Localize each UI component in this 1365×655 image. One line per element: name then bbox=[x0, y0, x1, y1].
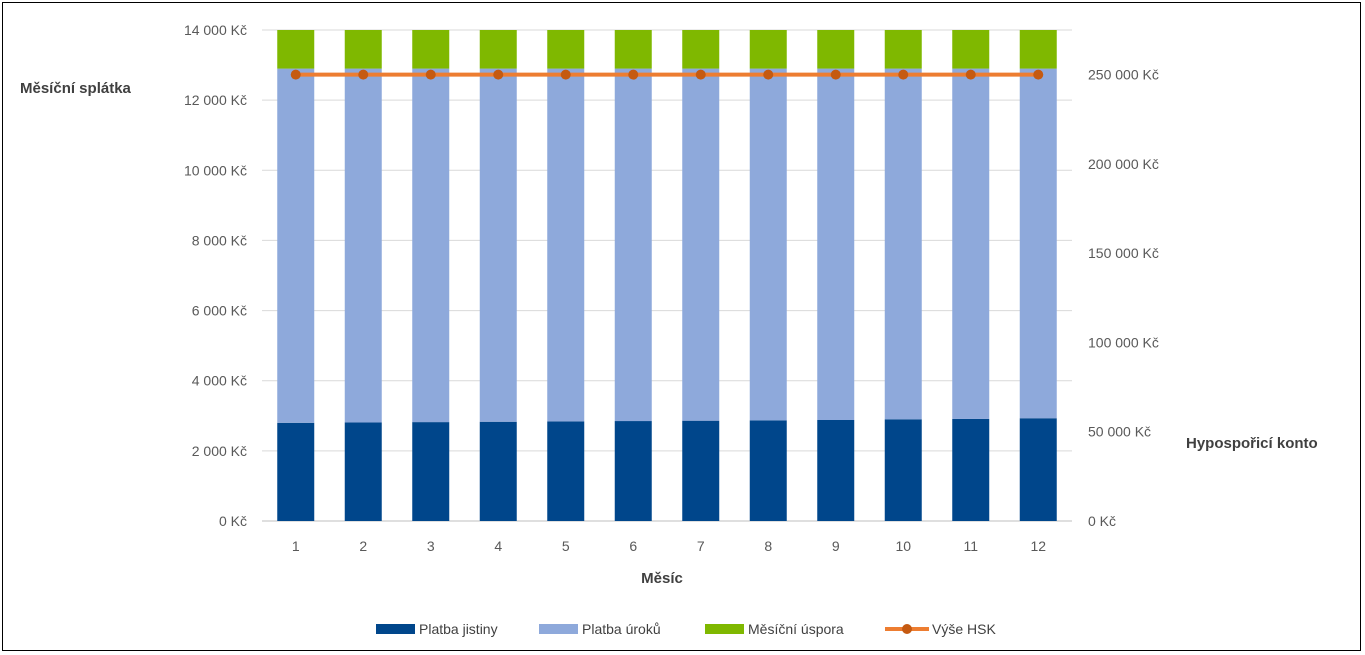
line-point bbox=[965, 69, 976, 80]
bar-segment-uroky bbox=[817, 68, 855, 420]
bar-segment-uspora bbox=[952, 30, 990, 69]
y-tick-label: 8 000 Kč bbox=[192, 232, 247, 248]
line-point bbox=[898, 69, 909, 80]
bar-segment-jistina bbox=[749, 420, 787, 521]
left-axis-ticks: 0 Kč 2 000 Kč 4 000 Kč 6 000 Kč 8 000 Kč 10 0… bbox=[184, 22, 247, 529]
y2-tick-label: 200 000 Kč bbox=[1088, 156, 1159, 172]
line-point bbox=[560, 69, 571, 80]
legend-label-platba-uroku: Platba úroků bbox=[582, 621, 661, 637]
y2-tick-label: 100 000 Kč bbox=[1088, 334, 1159, 350]
bar-segment-jistina bbox=[682, 420, 720, 521]
y-tick-label: 14 000 Kč bbox=[184, 22, 247, 38]
bar-segment-jistina bbox=[952, 418, 990, 521]
bar-segment-jistina bbox=[277, 422, 315, 521]
line-point bbox=[695, 69, 706, 80]
legend-label-mesicni-uspora: Měsíční úspora bbox=[748, 621, 844, 637]
x-tick-label: 2 bbox=[359, 538, 367, 554]
legend-swatch-mesicni-uspora bbox=[705, 624, 744, 634]
line-point bbox=[1033, 69, 1044, 80]
y-tick-label: 0 Kč bbox=[219, 513, 247, 529]
bar-segment-uspora bbox=[344, 30, 382, 69]
x-tick-label: 12 bbox=[1030, 538, 1046, 554]
bar-segment-uspora bbox=[547, 30, 585, 69]
x-axis-title: Měsíc bbox=[641, 570, 683, 587]
x-tick-label: 9 bbox=[832, 538, 840, 554]
bar-segment-uspora bbox=[614, 30, 652, 69]
line-point bbox=[493, 69, 504, 80]
bar-segment-jistina bbox=[344, 422, 382, 521]
line-point bbox=[425, 69, 436, 80]
legend: Platba jistiny Platba úroků Měsíční úspo… bbox=[376, 621, 996, 637]
bar-segment-uspora bbox=[277, 30, 315, 69]
bar-segment-jistina bbox=[412, 422, 450, 521]
y2-axis-title: Hypospořicí konto bbox=[1186, 435, 1318, 452]
bar-segment-uspora bbox=[479, 30, 517, 69]
bar-segment-uroky bbox=[614, 68, 652, 422]
bar-segment-uroky bbox=[547, 68, 585, 422]
x-tick-label: 8 bbox=[764, 538, 772, 554]
x-axis-ticks: 1 2 3 4 5 6 7 8 9 10 11 12 bbox=[292, 538, 1046, 554]
bar-segment-jistina bbox=[479, 421, 517, 521]
y2-tick-label: 50 000 Kč bbox=[1088, 424, 1151, 440]
legend-label-platba-jistiny: Platba jistiny bbox=[419, 621, 498, 637]
bars bbox=[277, 30, 1057, 521]
y-tick-label: 6 000 Kč bbox=[192, 303, 247, 319]
y2-tick-label: 150 000 Kč bbox=[1088, 245, 1159, 261]
x-tick-label: 10 bbox=[895, 538, 911, 554]
x-tick-label: 4 bbox=[494, 538, 502, 554]
y2-tick-label: 250 000 Kč bbox=[1088, 67, 1159, 83]
y-tick-label: 12 000 Kč bbox=[184, 92, 247, 108]
bar-segment-uroky bbox=[344, 68, 382, 423]
y-tick-label: 4 000 Kč bbox=[192, 373, 247, 389]
line-point bbox=[763, 69, 774, 80]
bar-segment-uroky bbox=[479, 68, 517, 422]
bar-segment-uroky bbox=[1019, 68, 1057, 419]
line-point bbox=[830, 69, 841, 80]
legend-label-vyse-hsk: Výše HSK bbox=[932, 621, 996, 637]
bar-segment-uspora bbox=[884, 30, 922, 69]
bar-segment-uroky bbox=[682, 68, 720, 421]
x-tick-label: 3 bbox=[427, 538, 435, 554]
y-axis-title: Měsíční splátka bbox=[20, 80, 132, 97]
x-tick-label: 5 bbox=[562, 538, 570, 554]
bar-segment-jistina bbox=[614, 421, 652, 521]
legend-marker-vyse-hsk bbox=[902, 624, 912, 634]
bar-segment-uroky bbox=[952, 68, 990, 419]
y-tick-label: 10 000 Kč bbox=[184, 162, 247, 178]
x-tick-label: 1 bbox=[292, 538, 300, 554]
hsk-line bbox=[290, 69, 1044, 80]
bar-segment-uroky bbox=[412, 68, 450, 423]
y-tick-label: 2 000 Kč bbox=[192, 443, 247, 459]
x-tick-label: 11 bbox=[963, 538, 978, 554]
y2-tick-label: 0 Kč bbox=[1088, 513, 1116, 529]
bar-segment-uroky bbox=[277, 68, 315, 423]
bar-segment-uspora bbox=[412, 30, 450, 69]
x-tick-label: 7 bbox=[697, 538, 705, 554]
legend-swatch-platba-uroku bbox=[539, 624, 578, 634]
line-point bbox=[290, 69, 301, 80]
bar-segment-jistina bbox=[1019, 418, 1057, 521]
legend-swatch-platba-jistiny bbox=[376, 624, 415, 634]
gridlines bbox=[262, 29, 1072, 522]
bar-segment-uroky bbox=[884, 68, 922, 420]
bar-segment-uspora bbox=[1019, 30, 1057, 69]
line-point bbox=[358, 69, 369, 80]
bar-segment-uspora bbox=[682, 30, 720, 69]
bar-segment-jistina bbox=[547, 421, 585, 521]
bar-segment-uspora bbox=[817, 30, 855, 69]
bar-segment-uspora bbox=[749, 30, 787, 69]
right-axis-ticks: 0 Kč 50 000 Kč 100 000 Kč 150 000 Kč 200 000… bbox=[1088, 67, 1159, 529]
bar-segment-jistina bbox=[817, 419, 855, 521]
line-point bbox=[628, 69, 639, 80]
bar-segment-jistina bbox=[884, 419, 922, 521]
bar-segment-uroky bbox=[749, 68, 787, 421]
x-tick-label: 6 bbox=[629, 538, 637, 554]
